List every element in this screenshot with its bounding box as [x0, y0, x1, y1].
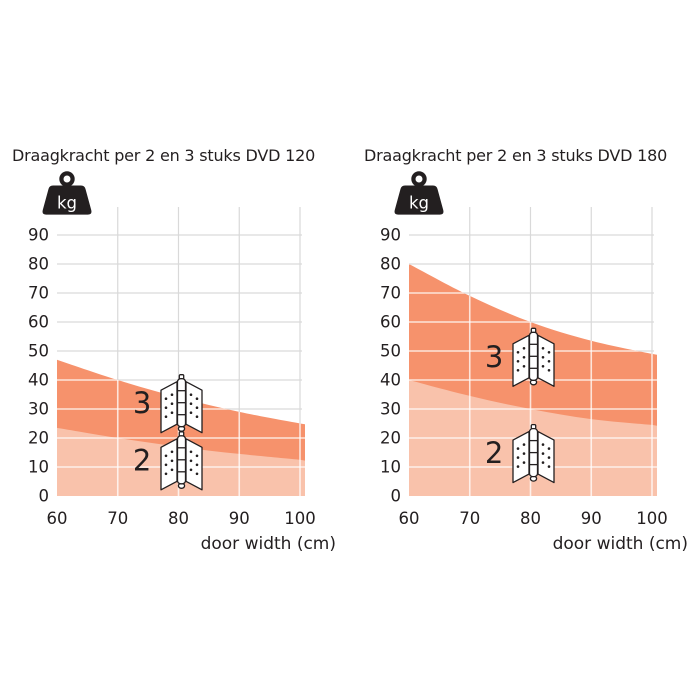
- hinge-left-leaf: [512, 430, 530, 484]
- hinge-left-leaf: [512, 334, 530, 387]
- y-axis-tick-label: 40: [28, 371, 49, 390]
- x-axis-tick-label: 100: [284, 509, 316, 528]
- y-axis-tick-label: 80: [380, 255, 401, 274]
- x-axis-tick-label: 100: [636, 509, 668, 528]
- y-axis-tick-label: 20: [28, 429, 49, 448]
- y-axis-tick-label: 60: [28, 313, 49, 332]
- y-axis-tick-label: 30: [380, 400, 401, 419]
- series-count-label: 2: [485, 436, 503, 470]
- y-axis-tick-label: 50: [28, 342, 49, 361]
- hinge-icon: [160, 431, 203, 491]
- y-axis-tick-label: 40: [380, 371, 401, 390]
- chart-canvas-dvd180: 0 10 20 30 40 50 60 70 80 90 60 70 80 90 100 door width…: [380, 171, 688, 554]
- x-axis-tick-label: 60: [47, 509, 68, 528]
- y-axis-tick-label: 50: [380, 342, 401, 361]
- y-axis-tick-label: 70: [380, 284, 401, 303]
- kg-weight-label: kg: [57, 194, 77, 213]
- y-axis-tick-label: 20: [380, 429, 401, 448]
- hinge-right-leaf: [185, 381, 203, 434]
- y-axis-tick-label: 30: [28, 400, 49, 419]
- y-axis-tick-label: 90: [28, 226, 49, 245]
- chart-dvd180: 0 10 20 30 40 50 60 70 80 90 60 70 80 90 100 door width…: [352, 140, 700, 570]
- kg-weight-icon: kg: [42, 171, 92, 215]
- hinge-right-leaf: [185, 438, 203, 491]
- x-axis-tick-label: 60: [399, 509, 420, 528]
- x-axis-title: door width (cm): [553, 534, 688, 554]
- chart-canvas-dvd120: 0 10 20 30 40 50 60 70 80 90 60 70 80 90 100 door width…: [28, 171, 336, 554]
- y-axis-tick-label: 10: [380, 458, 401, 477]
- hinge-icon: [160, 374, 203, 434]
- y-axis-tick-label: 80: [28, 255, 49, 274]
- series-count-label: 2: [133, 443, 151, 477]
- y-axis-tick-label: 10: [28, 458, 49, 477]
- kg-weight-icon: kg: [394, 171, 444, 215]
- hinge-right-leaf: [537, 334, 555, 387]
- x-axis-title: door width (cm): [201, 534, 336, 554]
- chart-title-dvd180: Draagkracht per 2 en 3 stuks DVD 180: [364, 146, 668, 165]
- x-axis-tick-label: 80: [520, 509, 541, 528]
- x-axis-tick-label: 90: [229, 509, 250, 528]
- hinge-left-leaf: [160, 438, 178, 491]
- hinge-icon: [512, 327, 555, 387]
- y-axis-tick-label: 70: [28, 284, 49, 303]
- x-axis-tick-label: 90: [581, 509, 602, 528]
- kg-weight-label: kg: [409, 194, 429, 213]
- y-axis-tick-label: 90: [380, 226, 401, 245]
- chart-title-dvd120: Draagkracht per 2 en 3 stuks DVD 120: [12, 146, 316, 165]
- series-count-label: 3: [485, 340, 503, 374]
- kg-weight-ring: [411, 171, 427, 187]
- y-axis-tick-label: 60: [380, 313, 401, 332]
- hinge-left-leaf: [160, 381, 178, 434]
- kg-weight-body: [42, 185, 92, 215]
- y-axis-tick-label: 0: [39, 487, 50, 506]
- chart-dvd120: 0 10 20 30 40 50 60 70 80 90 60 70 80 90 100 door width…: [0, 140, 350, 570]
- x-axis-tick-label: 70: [459, 509, 480, 528]
- kg-weight-body: [394, 185, 444, 215]
- series-count-label: 3: [133, 386, 151, 420]
- x-axis-tick-label: 80: [168, 509, 189, 528]
- hinge-icon: [512, 423, 555, 484]
- hinge-right-leaf: [537, 430, 555, 484]
- y-axis-tick-label: 0: [391, 487, 402, 506]
- kg-weight-ring: [59, 171, 75, 187]
- x-axis-tick-label: 70: [107, 509, 128, 528]
